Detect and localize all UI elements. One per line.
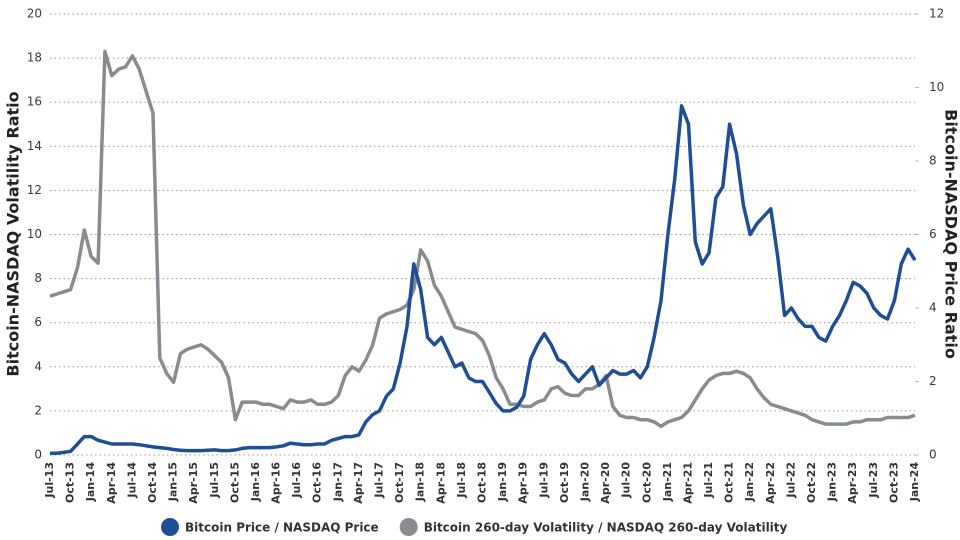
series-line [49,49,916,429]
x-tick-label: Apr-18 [434,462,447,504]
x-tick-label: Apr-21 [681,462,694,504]
x-tick-label: Oct-15 [228,462,241,503]
x-tick-label: Oct-18 [476,462,489,503]
y-tick-label: 12 [27,183,42,197]
y2-tick-label: 10 [929,80,944,94]
x-tick-label: Jul-16 [290,462,303,499]
x-tick-label: Jul-22 [784,462,797,499]
y-tick-label: 2 [34,403,42,417]
y-tick-label: 14 [27,139,42,153]
x-tick-label: Apr-19 [517,462,530,504]
x-tick-label: Jul-14 [125,462,138,499]
x-tick-label: Oct-21 [723,462,736,503]
y2-axis-title: Bitcoin-NASDAQ Price Ratio [942,109,960,359]
x-tick-label: Oct-19 [558,462,571,503]
y-tick-label: 20 [27,7,42,21]
x-tick-label: Oct-20 [640,462,653,503]
x-tick-label: Jan-14 [84,462,97,503]
x-tick-label: Jan-16 [249,462,262,503]
legend-swatch [399,518,418,536]
x-tick-label: Jan-15 [167,462,180,502]
x-tick-label: Oct-14 [146,462,159,503]
x-tick-label: Jul-18 [455,462,468,499]
x-tick-label: Jan-19 [496,462,509,502]
x-tick-label: Apr-23 [846,462,859,504]
x-tick-label: Jan-23 [826,462,839,502]
x-tick-label: Apr-22 [764,462,777,504]
x-tick-label: Jul-21 [702,462,715,499]
y-tick-label: 6 [34,315,42,329]
x-tick-label: Jul-19 [537,462,550,499]
x-tick-label: Jul-13 [43,462,56,499]
legend-label: Bitcoin Price / NASDAQ Price [185,521,379,535]
legend-label: Bitcoin 260-day Volatility / NASDAQ 260-… [424,521,788,535]
legend-swatch [161,518,179,536]
x-tick-label: Jul-15 [208,462,221,499]
x-tick-label: Oct-16 [311,462,324,503]
x-tick-label: Apr-17 [352,462,365,504]
x-tick-label: Jul-23 [867,462,880,499]
x-tick-label: Jan-17 [331,462,344,502]
x-tick-label: Jul-17 [373,462,386,499]
x-tick-label: Jan-21 [661,462,674,502]
y2-tick-label: 2 [929,374,937,388]
y-tick-label: 16 [27,95,42,109]
x-tick-label: Oct-17 [393,462,406,503]
x-tick-label: Oct-23 [887,462,900,503]
x-tick-label: Apr-16 [270,462,283,504]
y2-tick-label: 8 [929,154,937,168]
x-tick-label: Jan-20 [578,462,591,503]
x-tick-label: Oct-13 [64,462,77,503]
y2-tick-label: 4 [929,301,937,315]
series-line [50,104,917,455]
x-tick-label: Jan-22 [743,462,756,502]
x-tick-label: Oct-22 [805,462,818,503]
x-tick-label: Apr-20 [599,462,612,504]
y-tick-label: 18 [27,51,42,65]
y2-tick-label: 0 [929,448,937,462]
y2-tick-label: 12 [929,7,944,21]
legend-item: Bitcoin Price / NASDAQ Price [161,518,379,536]
y-tick-label: 4 [34,359,42,373]
y-tick-label: 8 [34,271,42,285]
x-tick-label: Apr-14 [105,462,118,504]
legend-item: Bitcoin 260-day Volatility / NASDAQ 260-… [399,518,788,536]
y-tick-label: 10 [27,227,42,241]
x-tick-label: Jan-18 [414,462,427,502]
x-tick-label: Apr-15 [187,462,200,504]
y-axis-title: Bitcoin-NASDAQ Volatility Ratio [4,91,23,376]
y-tick-label: 0 [34,448,42,462]
x-tick-label: Jan-24 [908,462,921,503]
y2-tick-label: 6 [929,227,937,241]
x-tick-label: Jul-20 [620,462,633,499]
